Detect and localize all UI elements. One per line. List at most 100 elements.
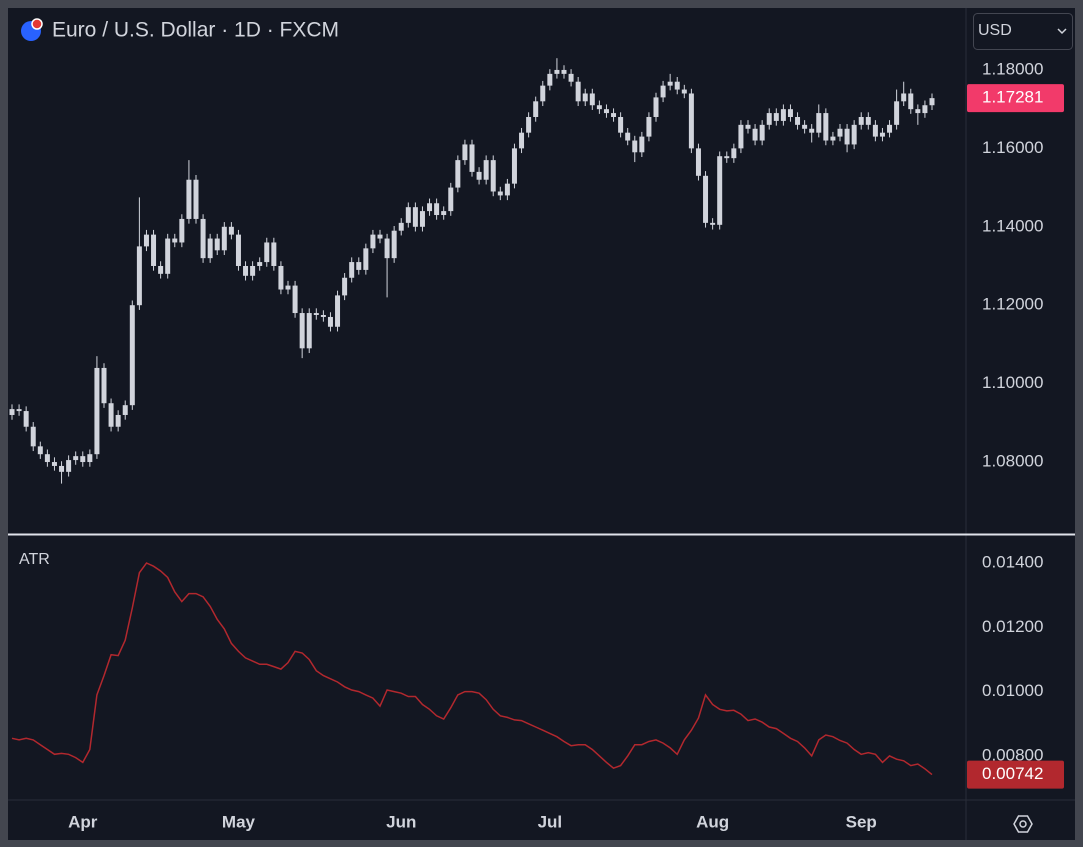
- y-tick-label: 1.16000: [982, 138, 1043, 157]
- candle-body: [710, 222, 716, 225]
- candle-body: [412, 207, 418, 227]
- candle-body: [490, 160, 496, 192]
- y-tick-label: 1.08000: [982, 452, 1043, 471]
- candle-body: [391, 230, 397, 259]
- candle-body: [370, 234, 376, 249]
- candle-body: [66, 460, 72, 472]
- candle-body: [243, 265, 249, 276]
- candle-body: [752, 128, 758, 141]
- candle-body: [703, 175, 709, 223]
- indicator-title: ATR: [19, 551, 50, 568]
- candle-body: [844, 128, 850, 145]
- candle-body: [207, 238, 213, 259]
- candle-body: [674, 81, 680, 90]
- last-value-label: 0.00742: [982, 764, 1043, 783]
- candle-body: [646, 116, 652, 137]
- candle-body: [80, 456, 86, 463]
- currency-label[interactable]: USD: [978, 22, 1012, 39]
- candle-body: [455, 160, 461, 188]
- candle-body: [773, 113, 779, 121]
- candle-body: [427, 203, 433, 212]
- candle-body: [271, 242, 277, 266]
- candle-body: [639, 136, 645, 153]
- candle-body: [59, 465, 65, 472]
- candle-body: [922, 105, 928, 114]
- candle-body: [419, 211, 425, 227]
- candle-body: [264, 242, 270, 263]
- currency-caret[interactable]: [1057, 28, 1067, 35]
- candle-body: [172, 238, 178, 243]
- x-tick-label: Sep: [846, 812, 877, 831]
- candle-body: [193, 179, 199, 219]
- candle-body: [122, 405, 128, 415]
- candle-body: [278, 265, 284, 290]
- candle-body: [115, 414, 121, 427]
- candle-body: [802, 124, 808, 129]
- candle-body: [731, 148, 737, 159]
- currency-button[interactable]: [973, 13, 1073, 50]
- settings-dot[interactable]: [1019, 820, 1027, 828]
- candle-body: [37, 446, 43, 455]
- y-tick-label: 0.01000: [982, 681, 1043, 700]
- candle-body: [611, 113, 617, 117]
- candle-body: [129, 305, 135, 406]
- candle-body: [526, 116, 532, 133]
- candle-body: [398, 222, 404, 231]
- x-tick-label: Jun: [386, 812, 416, 831]
- candle-body: [660, 85, 666, 98]
- candle-body: [830, 136, 836, 141]
- candle-body: [738, 124, 744, 149]
- candle-body: [519, 132, 525, 149]
- candle-body: [915, 109, 921, 114]
- candle-body: [879, 132, 885, 137]
- candle-body: [151, 234, 157, 266]
- candle-body: [745, 124, 751, 129]
- candle-body: [94, 367, 100, 455]
- candle-body: [568, 73, 574, 82]
- candle-body: [476, 171, 482, 180]
- candle-body: [603, 109, 609, 114]
- candle-body: [575, 81, 581, 102]
- candle-body: [887, 124, 893, 133]
- candle-body: [165, 238, 171, 274]
- candle-body: [717, 156, 723, 225]
- candle-body: [448, 187, 454, 212]
- candle-body: [547, 73, 553, 86]
- candle-body: [30, 426, 36, 447]
- candle-body: [299, 313, 305, 349]
- y-tick-label: 1.18000: [982, 59, 1043, 78]
- candle-body: [653, 97, 659, 117]
- y-tick-label: 1.10000: [982, 373, 1043, 392]
- candle-body: [285, 285, 291, 290]
- settings-icon[interactable]: [1013, 815, 1033, 833]
- candle-body: [306, 313, 312, 349]
- settings-hex[interactable]: [1013, 815, 1033, 833]
- candle-body: [179, 218, 185, 243]
- y-tick-label: 1.12000: [982, 295, 1043, 314]
- y-tick-label: 0.01200: [982, 617, 1043, 636]
- candle-body: [511, 148, 517, 184]
- symbol-icon-flag: [31, 18, 43, 30]
- candle-body: [143, 234, 149, 247]
- candle-body: [101, 367, 107, 404]
- candle-body: [384, 238, 390, 259]
- candle-body: [342, 277, 348, 296]
- symbol-title: Euro / U.S. Dollar · 1D · FXCM: [52, 19, 339, 42]
- candle-body: [795, 116, 801, 125]
- candle-body: [327, 316, 333, 327]
- candle-body: [816, 113, 822, 133]
- x-tick-label: Apr: [68, 812, 98, 831]
- candle-body: [632, 140, 638, 153]
- candle-body: [780, 109, 786, 121]
- candle-body: [377, 234, 383, 239]
- candle-body: [497, 191, 503, 196]
- candle-body: [349, 262, 355, 278]
- x-tick-label: May: [222, 812, 256, 831]
- candle-body: [504, 183, 510, 196]
- candle-body: [823, 113, 829, 141]
- candle-body: [200, 218, 206, 259]
- candle-body: [16, 409, 22, 412]
- last-value-tag: [967, 760, 1064, 789]
- candle-body: [221, 226, 227, 251]
